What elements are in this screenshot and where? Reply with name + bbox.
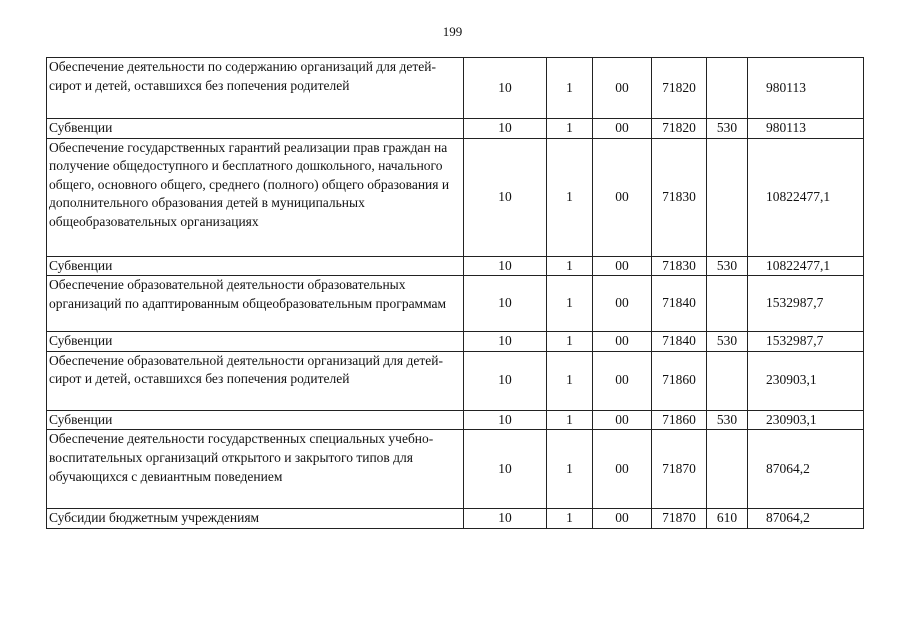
target-article-code: 71860 bbox=[651, 409, 707, 431]
target-article-code: 71830 bbox=[651, 255, 707, 277]
amount: 980113 bbox=[747, 118, 864, 139]
table-row: Субвенции 10 1 00 71830 530 10822477,1 bbox=[46, 255, 864, 277]
row-name: Обеспечение деятельности по содержанию о… bbox=[46, 57, 464, 119]
subsection-code: 1 bbox=[546, 137, 593, 257]
subsection-code: 1 bbox=[546, 409, 593, 431]
expense-type-code: 610 bbox=[706, 508, 748, 529]
target-article-code: 71840 bbox=[651, 275, 707, 333]
page-number: 199 bbox=[442, 24, 463, 39]
section-code: 10 bbox=[463, 350, 547, 411]
row-name: Обеспечение образовательной деятельности… bbox=[46, 275, 464, 333]
expense-type-code: 530 bbox=[706, 409, 748, 431]
amount: 87064,2 bbox=[747, 429, 864, 510]
subsection-code: 1 bbox=[546, 57, 593, 119]
target-article-code: 71870 bbox=[651, 429, 707, 510]
amount: 230903,1 bbox=[747, 409, 864, 431]
amount: 10822477,1 bbox=[747, 137, 864, 257]
program-code: 00 bbox=[592, 350, 652, 411]
program-code: 00 bbox=[592, 255, 652, 277]
target-article-code: 71870 bbox=[651, 508, 707, 529]
target-article-code: 71840 bbox=[651, 331, 707, 352]
program-code: 00 bbox=[592, 429, 652, 510]
section-code: 10 bbox=[463, 137, 547, 257]
table-row: Обеспечение государственных гарантий реа… bbox=[46, 137, 864, 257]
expense-type-code bbox=[706, 350, 748, 411]
table-row: Обеспечение образовательной деятельности… bbox=[46, 350, 864, 411]
amount: 87064,2 bbox=[747, 508, 864, 529]
amount: 10822477,1 bbox=[747, 255, 864, 277]
table-row: Субвенции 10 1 00 71860 530 230903,1 bbox=[46, 409, 864, 431]
program-code: 00 bbox=[592, 137, 652, 257]
section-code: 10 bbox=[463, 118, 547, 139]
amount: 230903,1 bbox=[747, 350, 864, 411]
expense-type-code bbox=[706, 57, 748, 119]
target-article-code: 71830 bbox=[651, 137, 707, 257]
row-name: Субвенции bbox=[46, 331, 464, 352]
row-name: Субвенции bbox=[46, 409, 464, 431]
section-code: 10 bbox=[463, 508, 547, 529]
program-code: 00 bbox=[592, 508, 652, 529]
program-code: 00 bbox=[592, 118, 652, 139]
subsection-code: 1 bbox=[546, 275, 593, 333]
expense-type-code bbox=[706, 137, 748, 257]
expense-type-code: 530 bbox=[706, 331, 748, 352]
subsection-code: 1 bbox=[546, 118, 593, 139]
program-code: 00 bbox=[592, 331, 652, 352]
table-row: Субвенции 10 1 00 71820 530 980113 bbox=[46, 118, 864, 139]
amount: 980113 bbox=[747, 57, 864, 119]
amount: 1532987,7 bbox=[747, 331, 864, 352]
subsection-code: 1 bbox=[546, 331, 593, 352]
section-code: 10 bbox=[463, 409, 547, 431]
row-name: Субсидии бюджетным учреждениям bbox=[46, 508, 464, 529]
section-code: 10 bbox=[463, 429, 547, 510]
row-name: Обеспечение государственных гарантий реа… bbox=[46, 137, 464, 257]
table-row: Обеспечение образовательной деятельности… bbox=[46, 275, 864, 333]
target-article-code: 71860 bbox=[651, 350, 707, 411]
subsection-code: 1 bbox=[546, 429, 593, 510]
section-code: 10 bbox=[463, 331, 547, 352]
row-name: Субвенции bbox=[46, 255, 464, 277]
row-name: Обеспечение деятельности государственных… bbox=[46, 429, 464, 510]
table-row: Субвенции 10 1 00 71840 530 1532987,7 bbox=[46, 331, 864, 352]
expense-type-code: 530 bbox=[706, 118, 748, 139]
expense-type-code bbox=[706, 429, 748, 510]
row-name: Субвенции bbox=[46, 118, 464, 139]
program-code: 00 bbox=[592, 57, 652, 119]
section-code: 10 bbox=[463, 275, 547, 333]
budget-table: Обеспечение деятельности по содержанию о… bbox=[46, 57, 864, 529]
amount: 1532987,7 bbox=[747, 275, 864, 333]
subsection-code: 1 bbox=[546, 255, 593, 277]
table-row: Субсидии бюджетным учреждениям 10 1 00 71870… bbox=[46, 508, 864, 529]
row-name: Обеспечение образовательной деятельности… bbox=[46, 350, 464, 411]
expense-type-code bbox=[706, 275, 748, 333]
subsection-code: 1 bbox=[546, 350, 593, 411]
expense-type-code: 530 bbox=[706, 255, 748, 277]
section-code: 10 bbox=[463, 57, 547, 119]
target-article-code: 71820 bbox=[651, 57, 707, 119]
table-row: Обеспечение деятельности государственных… bbox=[46, 429, 864, 510]
table-row: Обеспечение деятельности по содержанию о… bbox=[46, 57, 864, 119]
section-code: 10 bbox=[463, 255, 547, 277]
program-code: 00 bbox=[592, 275, 652, 333]
subsection-code: 1 bbox=[546, 508, 593, 529]
program-code: 00 bbox=[592, 409, 652, 431]
target-article-code: 71820 bbox=[651, 118, 707, 139]
